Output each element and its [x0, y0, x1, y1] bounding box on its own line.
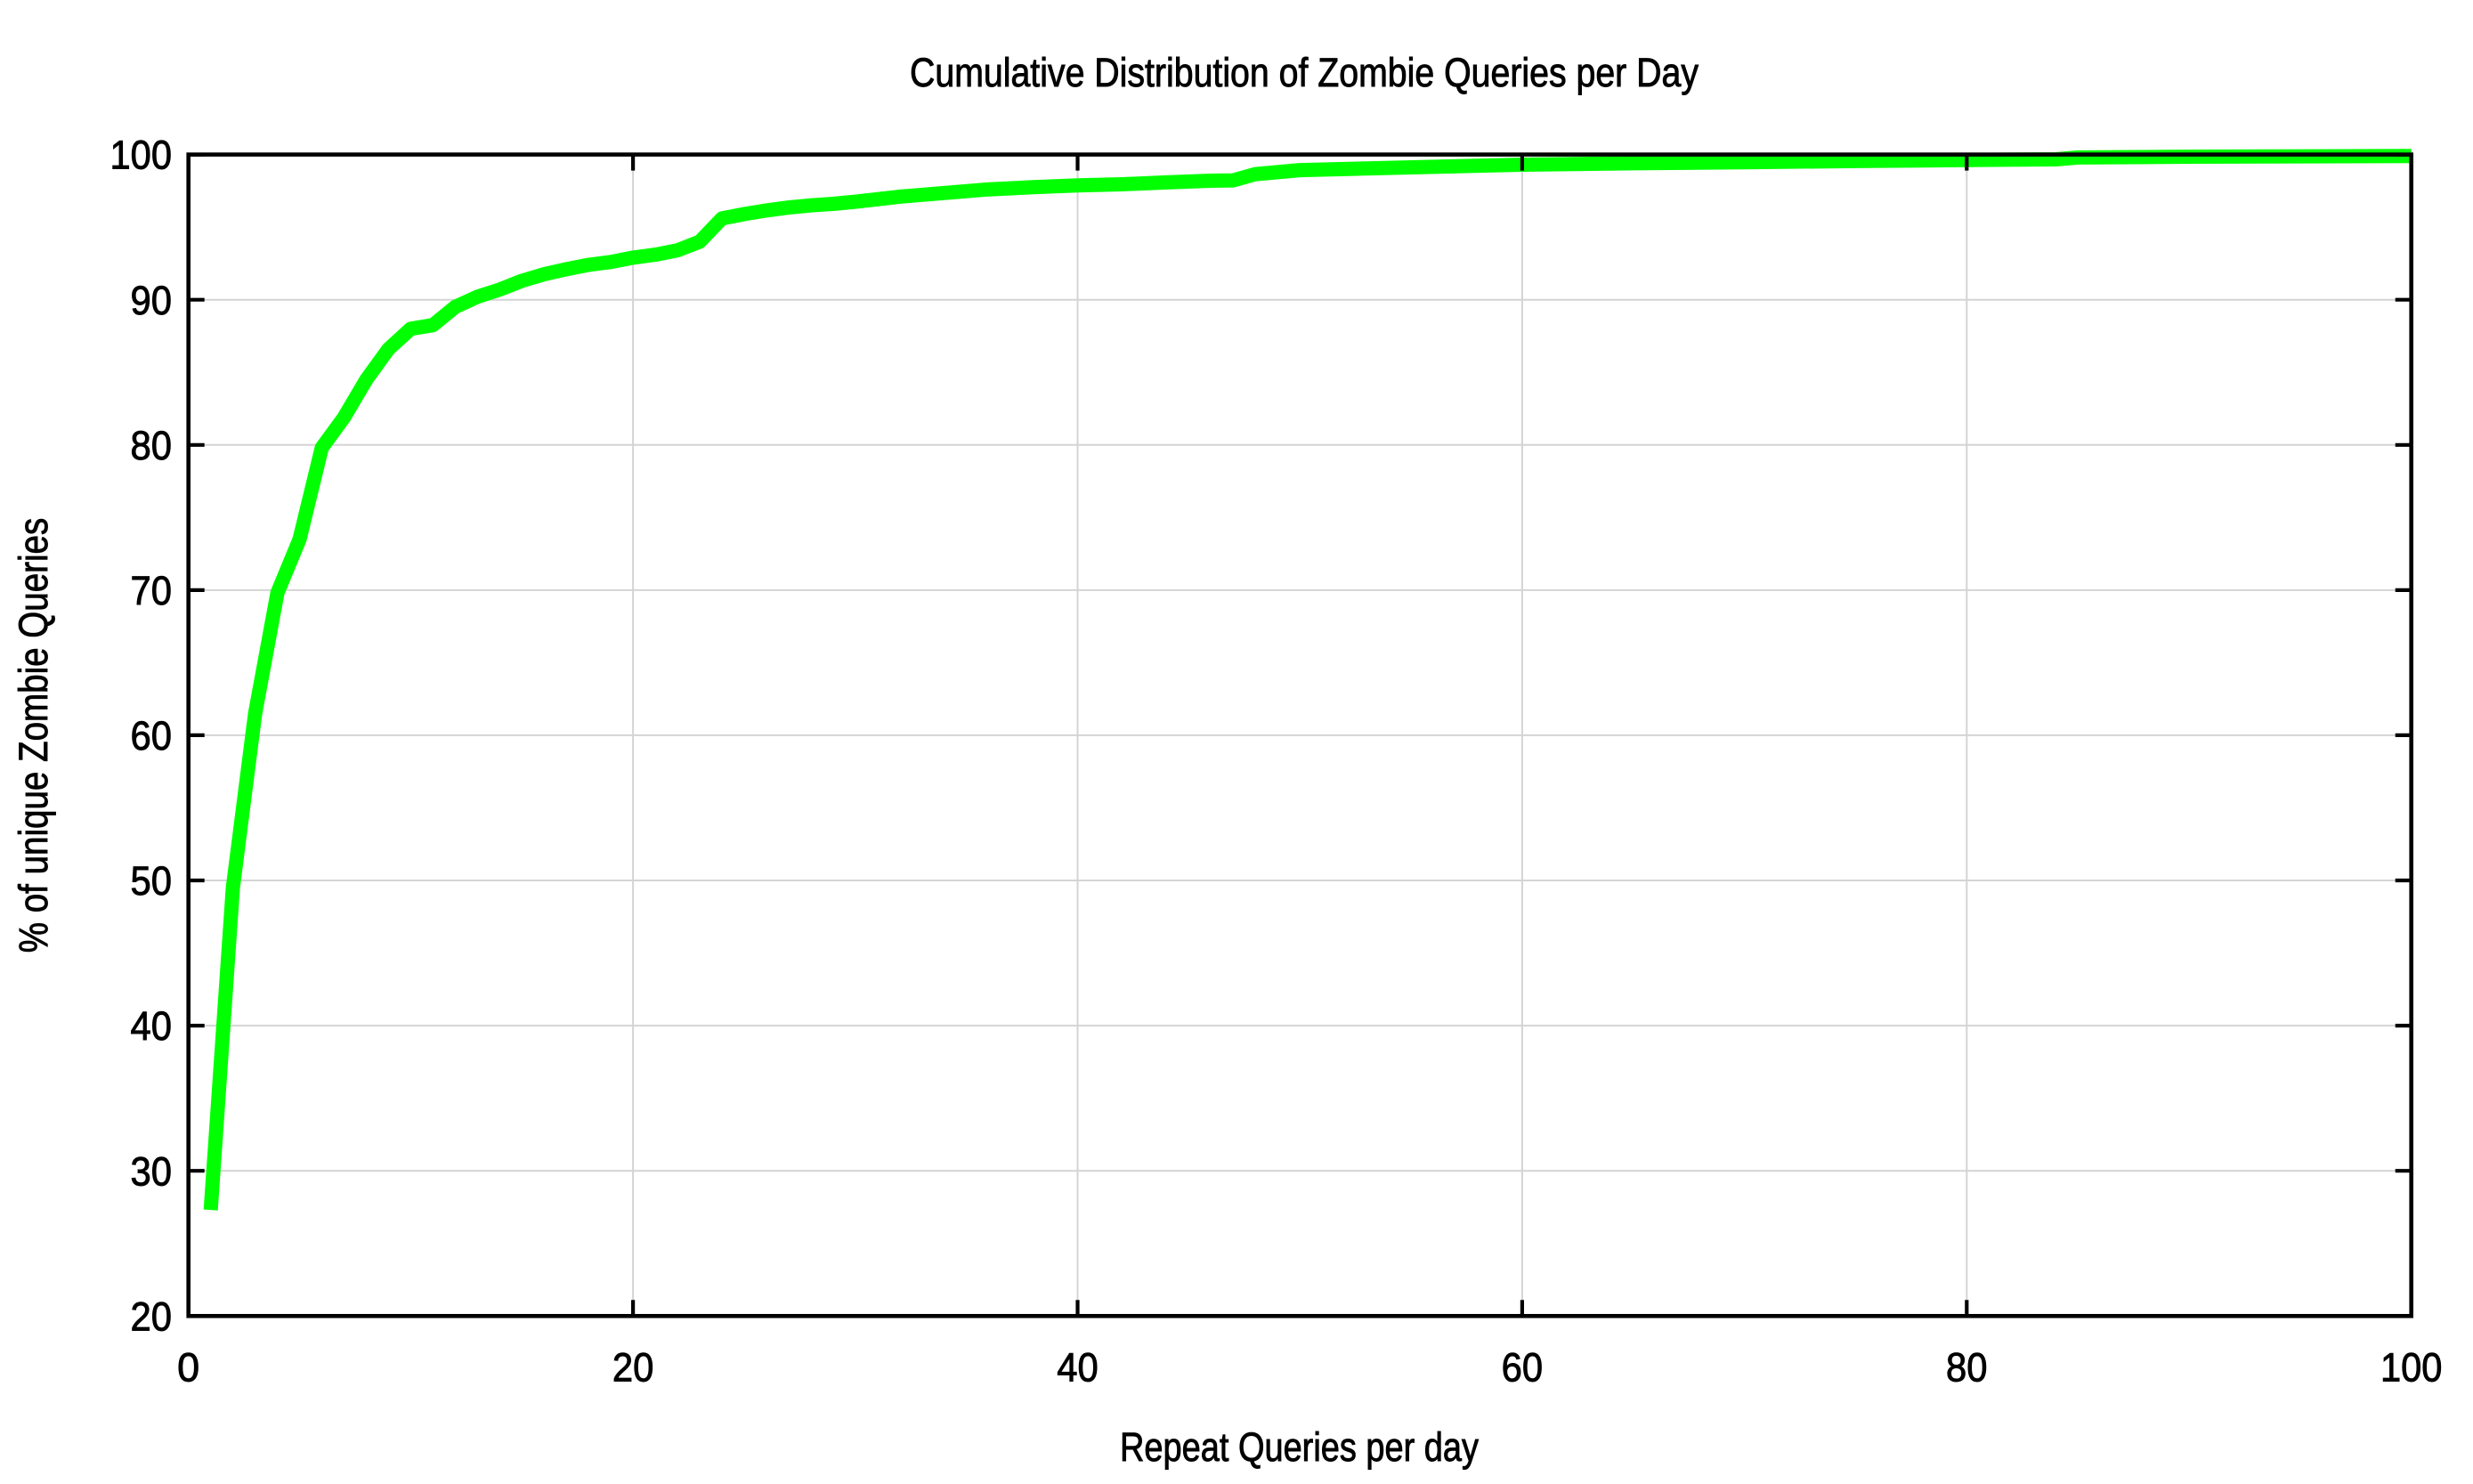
svg-text:Cumulative Distribution of Zom: Cumulative Distribution of Zombie Querie…	[910, 50, 1699, 95]
svg-text:20: 20	[131, 1293, 173, 1339]
svg-text:0: 0	[177, 1345, 199, 1391]
svg-text:50: 50	[131, 858, 173, 904]
svg-text:% of unique Zombie Queries: % of unique Zombie Queries	[11, 518, 56, 953]
svg-text:60: 60	[1502, 1345, 1544, 1391]
svg-text:100: 100	[110, 133, 173, 178]
svg-text:80: 80	[131, 423, 173, 468]
svg-text:40: 40	[1057, 1345, 1099, 1391]
svg-text:70: 70	[131, 568, 173, 613]
svg-text:100: 100	[2380, 1345, 2443, 1391]
svg-text:80: 80	[1946, 1345, 1988, 1391]
svg-text:20: 20	[612, 1345, 654, 1391]
svg-text:Repeat Queries per day: Repeat Queries per day	[1120, 1424, 1479, 1470]
svg-text:90: 90	[131, 278, 173, 323]
svg-text:40: 40	[131, 1003, 173, 1049]
svg-text:30: 30	[131, 1148, 173, 1194]
svg-text:60: 60	[131, 713, 173, 758]
